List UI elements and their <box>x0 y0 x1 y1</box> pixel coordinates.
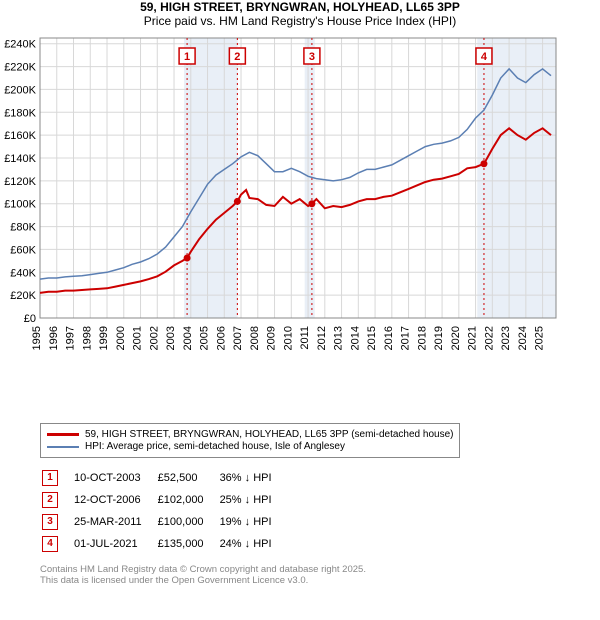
sale-price: £102,000 <box>158 490 218 510</box>
svg-text:£140K: £140K <box>4 153 36 165</box>
svg-text:2004: 2004 <box>182 326 194 350</box>
svg-text:£80K: £80K <box>10 222 36 234</box>
sale-vs-hpi: 24% ↓ HPI <box>220 534 286 554</box>
table-row: 2 12-OCT-2006£102,00025% ↓ HPI <box>42 490 286 510</box>
svg-text:2020: 2020 <box>450 326 462 350</box>
svg-text:£0: £0 <box>24 313 36 325</box>
sale-marker: 4 <box>42 536 58 552</box>
svg-text:3: 3 <box>309 51 315 63</box>
sale-date: 12-OCT-2006 <box>74 490 156 510</box>
svg-text:2000: 2000 <box>115 326 127 350</box>
svg-text:2022: 2022 <box>483 326 495 350</box>
table-row: 4 01-JUL-2021£135,00024% ↓ HPI <box>42 534 286 554</box>
svg-text:1995: 1995 <box>31 326 43 350</box>
svg-text:2019: 2019 <box>433 326 445 350</box>
svg-text:1999: 1999 <box>98 326 110 350</box>
sale-marker: 3 <box>42 514 58 530</box>
footnote-line: Contains HM Land Registry data © Crown c… <box>40 564 560 575</box>
sale-vs-hpi: 36% ↓ HPI <box>220 468 286 488</box>
svg-text:2006: 2006 <box>215 326 227 350</box>
svg-text:2024: 2024 <box>517 326 529 350</box>
footnote: Contains HM Land Registry data © Crown c… <box>40 564 560 586</box>
svg-text:2011: 2011 <box>299 326 311 350</box>
svg-text:£160K: £160K <box>4 130 36 142</box>
svg-text:2014: 2014 <box>349 326 361 350</box>
page-subtitle: Price paid vs. HM Land Registry's House … <box>0 14 600 28</box>
sales-table: 1 10-OCT-2003£52,50036% ↓ HPI 2 12-OCT-2006… <box>40 466 288 556</box>
table-row: 1 10-OCT-2003£52,50036% ↓ HPI <box>42 468 286 488</box>
svg-text:£20K: £20K <box>10 290 36 302</box>
footnote-line: This data is licensed under the Open Gov… <box>40 575 560 586</box>
page-title: 59, HIGH STREET, BRYNGWRAN, HOLYHEAD, LL… <box>0 0 600 14</box>
table-row: 3 25-MAR-2011£100,00019% ↓ HPI <box>42 512 286 532</box>
svg-text:£240K: £240K <box>4 39 36 51</box>
svg-text:£180K: £180K <box>4 107 36 119</box>
svg-text:2007: 2007 <box>232 326 244 350</box>
svg-text:1: 1 <box>184 51 190 63</box>
svg-text:£200K: £200K <box>4 84 36 96</box>
legend-item: 59, HIGH STREET, BRYNGWRAN, HOLYHEAD, LL… <box>47 429 453 440</box>
svg-text:£40K: £40K <box>10 267 36 279</box>
svg-text:2018: 2018 <box>416 326 428 350</box>
sale-vs-hpi: 19% ↓ HPI <box>220 512 286 532</box>
sale-date: 25-MAR-2011 <box>74 512 156 532</box>
svg-text:£60K: £60K <box>10 244 36 256</box>
svg-text:2010: 2010 <box>282 326 294 350</box>
legend-label: HPI: Average price, semi-detached house,… <box>85 441 345 452</box>
sale-price: £135,000 <box>158 534 218 554</box>
legend-label: 59, HIGH STREET, BRYNGWRAN, HOLYHEAD, LL… <box>85 429 453 440</box>
svg-text:2016: 2016 <box>383 326 395 350</box>
sale-vs-hpi: 25% ↓ HPI <box>220 490 286 510</box>
svg-text:1997: 1997 <box>65 326 77 350</box>
svg-text:£220K: £220K <box>4 62 36 74</box>
sale-price: £100,000 <box>158 512 218 532</box>
sale-marker: 2 <box>42 492 58 508</box>
svg-text:2013: 2013 <box>333 326 345 350</box>
svg-text:£100K: £100K <box>4 199 36 211</box>
legend: 59, HIGH STREET, BRYNGWRAN, HOLYHEAD, LL… <box>40 423 460 458</box>
svg-text:2021: 2021 <box>467 326 479 350</box>
svg-text:2001: 2001 <box>132 326 144 350</box>
svg-text:2: 2 <box>234 51 240 63</box>
sale-marker: 1 <box>42 470 58 486</box>
svg-text:1998: 1998 <box>81 326 93 350</box>
legend-item: HPI: Average price, semi-detached house,… <box>47 441 453 452</box>
svg-text:2017: 2017 <box>400 326 412 350</box>
svg-text:2002: 2002 <box>148 326 160 350</box>
svg-text:2009: 2009 <box>266 326 278 350</box>
svg-text:2023: 2023 <box>500 326 512 350</box>
svg-text:2005: 2005 <box>199 326 211 350</box>
svg-text:£120K: £120K <box>4 176 36 188</box>
svg-text:2012: 2012 <box>316 326 328 350</box>
svg-text:2008: 2008 <box>249 326 261 350</box>
sale-date: 10-OCT-2003 <box>74 468 156 488</box>
svg-text:2025: 2025 <box>534 326 546 350</box>
sale-price: £52,500 <box>158 468 218 488</box>
price-chart: £0 £20K £40K £60K £80K £100K £120K £140K £160K £1… <box>0 32 600 417</box>
svg-text:2003: 2003 <box>165 326 177 350</box>
svg-text:2015: 2015 <box>366 326 378 350</box>
svg-text:1996: 1996 <box>48 326 60 350</box>
sale-date: 01-JUL-2021 <box>74 534 156 554</box>
svg-text:4: 4 <box>481 51 488 63</box>
